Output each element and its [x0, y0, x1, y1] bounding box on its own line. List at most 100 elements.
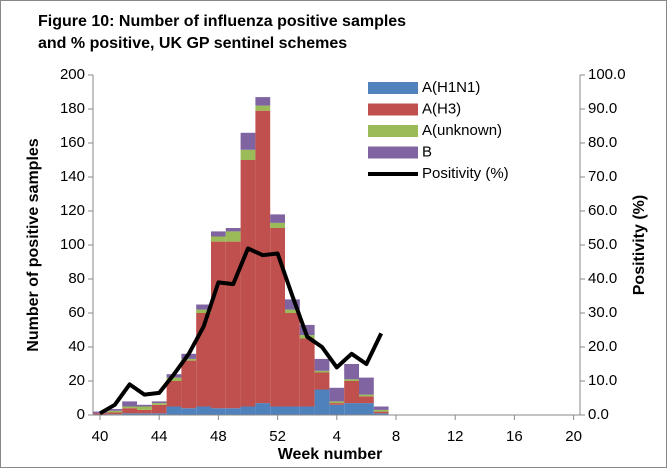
x-tick-label: 40	[92, 428, 109, 445]
bar-segment	[211, 241, 226, 409]
legend-swatch	[368, 146, 418, 159]
bar-segment	[359, 394, 374, 397]
y-tick-label: 200	[60, 66, 85, 83]
bar-segment	[240, 406, 256, 415]
bar-segment	[299, 324, 315, 336]
legend-label: B	[422, 143, 432, 160]
y2-tick-label: 50.0	[588, 236, 617, 253]
bar-segment	[137, 413, 152, 415]
bar-segment	[225, 408, 241, 415]
bar-segment	[344, 381, 359, 404]
bar-segment	[299, 406, 315, 415]
bar-segment	[151, 413, 167, 415]
bar-segment	[92, 413, 108, 415]
bar-segment	[107, 410, 123, 413]
bar-segment	[314, 389, 330, 415]
bar-segment	[240, 149, 256, 160]
bar-segment	[137, 404, 152, 407]
y2-tick-label: 0.0	[588, 406, 609, 423]
y2-tick-label: 90.0	[588, 100, 617, 117]
bar-segment	[122, 406, 137, 409]
bar-segment	[196, 309, 211, 313]
bar-segment	[107, 409, 123, 411]
x-tick-label: 52	[269, 428, 286, 445]
bar-segment	[270, 222, 285, 228]
bar-segment	[137, 406, 152, 410]
bar-segment	[314, 358, 330, 371]
bar-segment	[329, 403, 345, 405]
legend-swatch	[368, 103, 418, 116]
bar-segment	[166, 406, 182, 415]
bar-segment	[329, 401, 345, 404]
bar-segment	[285, 406, 300, 415]
bar-segment	[344, 403, 359, 415]
bar-segment	[240, 160, 256, 407]
bar-segment	[240, 132, 256, 150]
bar-segment	[225, 228, 241, 232]
chart-title: Figure 10: Number of influenza positive …	[38, 13, 406, 52]
y-tick-label: 0	[77, 406, 85, 423]
x-tick-label: 4	[333, 428, 341, 445]
legend-swatch	[368, 125, 418, 137]
bar-segment	[255, 97, 271, 106]
bar-segment	[344, 379, 359, 381]
x-tick-label: 48	[210, 428, 227, 445]
bar-segment	[211, 236, 226, 242]
bar-segment	[225, 231, 241, 242]
y-tick-label: 20	[68, 372, 85, 389]
bar-segment	[166, 381, 182, 407]
bar-segment	[359, 403, 374, 415]
bar-segment	[270, 214, 285, 223]
y2-tick-label: 80.0	[588, 134, 617, 151]
x-tick-label: 20	[565, 428, 582, 445]
y-tick-label: 140	[60, 168, 85, 185]
bar-segment	[166, 377, 182, 381]
bar-segment	[107, 412, 123, 415]
x-tick-label: 12	[447, 428, 464, 445]
y2-tick-label: 30.0	[588, 304, 617, 321]
bar-segment	[211, 408, 226, 415]
bar-segment	[285, 299, 300, 310]
bar-segment	[359, 396, 374, 404]
x-tick-label: 44	[151, 428, 168, 445]
bar-segment	[151, 403, 167, 405]
bar-segment	[344, 364, 359, 380]
bar-segment	[211, 231, 226, 237]
legend-label: A(H3)	[422, 100, 461, 117]
y2-tick-label: 100.0	[588, 66, 626, 83]
bar-segment	[373, 413, 389, 415]
bar-segment	[299, 338, 315, 407]
bar-segment	[329, 404, 345, 415]
bar-segment	[181, 360, 197, 409]
bar-segment	[122, 408, 137, 414]
bar-segment	[181, 408, 197, 415]
bar-segment	[196, 406, 211, 415]
positivity-line	[99, 246, 384, 416]
bar-segment	[151, 401, 167, 404]
bar-segment	[373, 411, 389, 414]
legend-label: A(unknown)	[422, 122, 502, 139]
bar-segment	[270, 406, 285, 415]
y-tick-label: 180	[60, 100, 85, 117]
bar-segment	[137, 409, 152, 414]
x-tick-label: 16	[506, 428, 523, 445]
bar-segment	[329, 387, 345, 402]
y-tick-label: 80	[68, 270, 85, 287]
legend-swatch	[368, 82, 418, 94]
bar-segment	[373, 409, 389, 412]
bar-segment	[314, 370, 330, 373]
y2-tick-label: 40.0	[588, 270, 617, 287]
y2-tick-label: 20.0	[588, 338, 617, 355]
y2-tick-label: 60.0	[588, 202, 617, 219]
x-tick-label: 8	[392, 428, 400, 445]
y-tick-label: 120	[60, 202, 85, 219]
legend-label: A(H1N1)	[422, 79, 480, 96]
y-tick-label: 60	[68, 304, 85, 321]
y-tick-label: 160	[60, 134, 85, 151]
bar-segment	[285, 309, 300, 313]
bar-segment	[255, 105, 271, 111]
y2-axis-label: Positivity (%)	[631, 195, 648, 295]
bar-segment	[359, 377, 374, 395]
